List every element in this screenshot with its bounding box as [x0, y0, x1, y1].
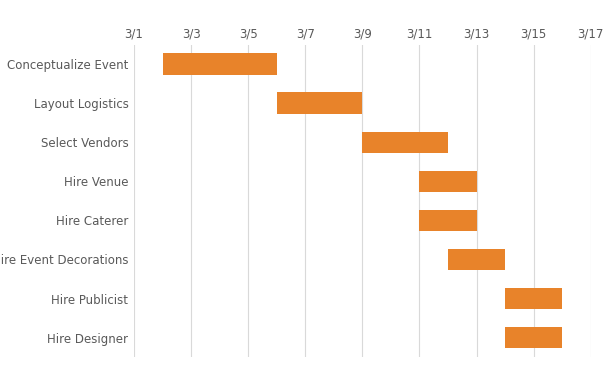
Bar [362, 132, 448, 153]
Bar [163, 54, 276, 75]
Bar [448, 249, 505, 270]
Bar [420, 171, 476, 192]
Bar [276, 93, 362, 114]
Bar [420, 210, 476, 231]
Bar [505, 327, 562, 348]
Bar [505, 288, 562, 309]
